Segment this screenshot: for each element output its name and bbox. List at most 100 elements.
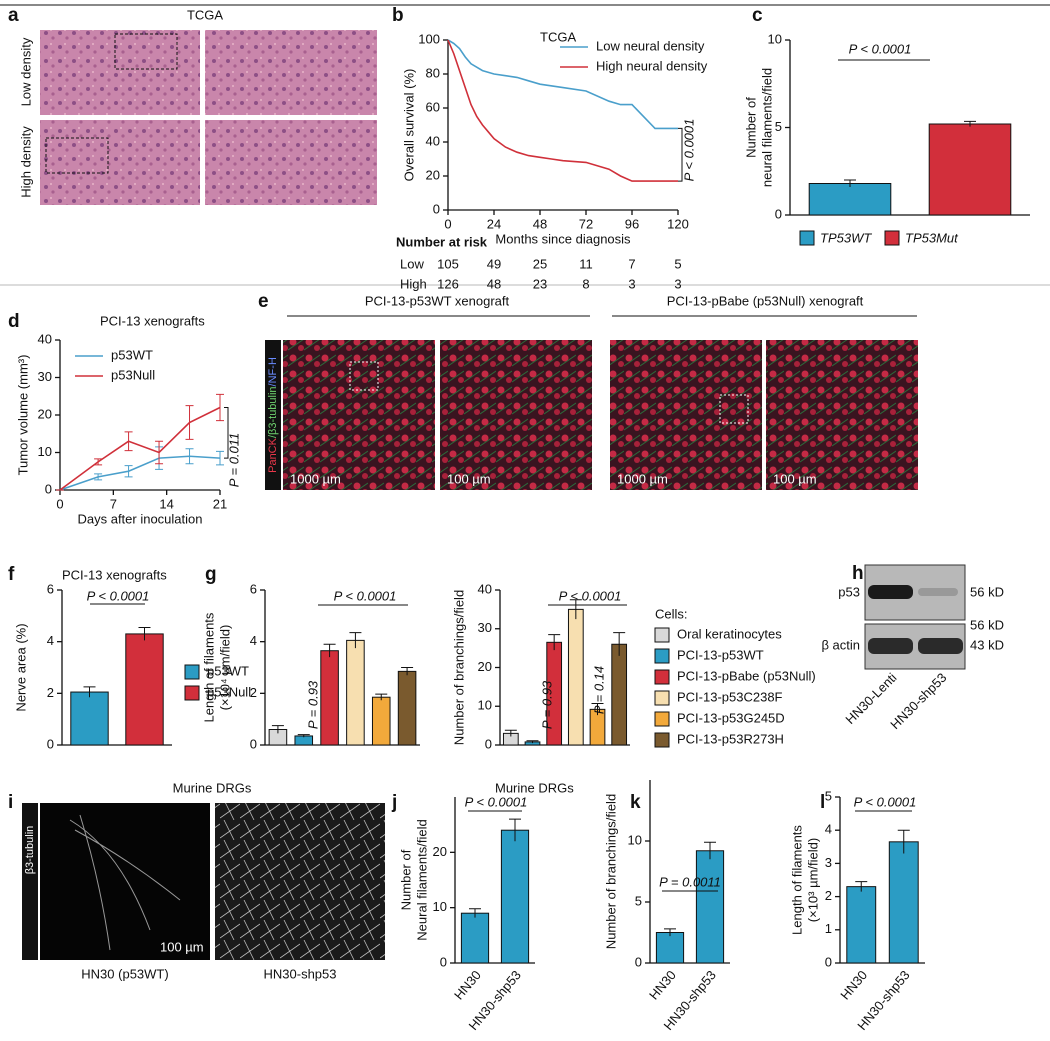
neurite — [69, 814, 181, 951]
annotation: P = 0.93 — [539, 680, 554, 729]
y-tick-label: 4 — [825, 822, 832, 837]
y-tick-label: 80 — [426, 65, 440, 80]
risk-row-label: High — [400, 276, 427, 291]
y-axis-label: Number of branchings/field — [451, 590, 466, 745]
error-bar — [664, 928, 676, 937]
risk-title: Number at risk — [396, 234, 488, 249]
series-line — [59, 455, 221, 491]
error-bar — [613, 632, 626, 656]
caption: HN30-shp53 — [264, 966, 337, 981]
zoom-box — [719, 394, 749, 424]
error-bar — [844, 179, 856, 187]
error-bar — [964, 120, 976, 127]
y-tick-label: 2 — [47, 685, 54, 700]
y-axis-label: Neural filaments/field — [414, 819, 429, 940]
bar — [294, 735, 314, 746]
annotation: P < 0.0001 — [465, 794, 528, 809]
x-axis-label: Days after inoculation — [77, 511, 202, 526]
error-bar — [185, 405, 194, 440]
risk-value: 48 — [487, 276, 501, 291]
legend-label: PCI-13-p53C238F — [677, 689, 783, 704]
zoom-box — [114, 33, 178, 70]
error-bar — [323, 643, 336, 658]
y-tick-label: 60 — [426, 99, 440, 114]
x-tick-label: 0 — [56, 496, 63, 511]
error-bar — [83, 686, 96, 698]
risk-row-label: Low — [400, 256, 424, 271]
legend-label: p53WT — [111, 347, 153, 362]
row-label: Low density — [18, 37, 33, 106]
scale-bar-label: 100 µm — [160, 939, 204, 954]
bar — [655, 932, 685, 964]
drg-image — [215, 803, 385, 960]
legend-swatch — [799, 230, 815, 246]
y-tick-label: 10 — [38, 444, 52, 459]
y-tick-label: 6 — [250, 581, 257, 596]
stain-bar — [265, 340, 281, 490]
annotation: P < 0.0001 — [559, 588, 622, 603]
annotation: P < 0.0001 — [87, 588, 150, 603]
x-tick-label: 0 — [444, 216, 451, 231]
y-axis-label: Number of — [743, 97, 758, 158]
risk-value: 8 — [582, 276, 589, 291]
y-tick-label: 10 — [433, 899, 447, 914]
y-tick-label: 20 — [38, 406, 52, 421]
y-tick-label: 4 — [47, 633, 54, 648]
error-bar — [124, 465, 133, 478]
y-tick-label: 0 — [485, 736, 492, 751]
y-axis-label: Number of — [398, 849, 413, 910]
error-bar — [94, 458, 103, 466]
error-bar — [349, 632, 362, 649]
error-bar — [526, 740, 539, 744]
legend-label: PCI-13-p53WT — [677, 647, 764, 662]
legend-label: TP53Mut — [905, 230, 959, 245]
panel-letter: l — [820, 792, 825, 813]
risk-value: 3 — [674, 276, 681, 291]
scale-bar-label: 100 µm — [773, 471, 817, 486]
error-bar — [155, 440, 164, 465]
chart-title: TCGA — [540, 29, 576, 44]
y-axis-label: Nerve area (%) — [13, 623, 28, 711]
y-axis-label: neural filaments/field — [759, 68, 774, 187]
y-tick-label: 0 — [45, 481, 52, 496]
caption: HN30 (p53WT) — [81, 966, 168, 981]
bar — [125, 633, 164, 746]
panel-title: Murine DRGs — [173, 780, 252, 795]
panel-letter: h — [852, 563, 864, 584]
x-tick-label: HN30 — [837, 967, 870, 1002]
series-line — [447, 39, 678, 182]
y-tick-label: 0 — [775, 206, 782, 221]
error-bar — [504, 729, 517, 737]
if-image — [283, 340, 435, 490]
legend-label: p53Null — [111, 367, 155, 382]
error-bar — [216, 393, 224, 422]
drg-image — [40, 803, 210, 960]
scale-bar-label: 1000 µm — [617, 471, 668, 486]
if-image — [766, 340, 918, 490]
annotation: P = 0.011 — [226, 433, 241, 488]
risk-value: 11 — [579, 256, 593, 271]
histology-image — [40, 30, 200, 115]
panel-letter: a — [8, 5, 19, 26]
error-bar — [138, 626, 151, 641]
marker-label: 43 kD — [970, 637, 1004, 652]
stain: PanCK — [267, 437, 279, 473]
error-bar — [569, 599, 582, 620]
y-tick-label: 4 — [250, 633, 257, 648]
x-tick-label: 48 — [533, 216, 547, 231]
chart-title: Murine DRGs — [495, 780, 574, 795]
stain: /NF-H — [267, 357, 279, 386]
bar — [695, 850, 725, 964]
y-tick-label: 10 — [768, 31, 782, 46]
error-bar — [704, 841, 716, 860]
y-tick-label: 40 — [478, 581, 492, 596]
panel-letter: j — [391, 792, 397, 813]
series-line — [59, 406, 221, 491]
panel-letter: f — [8, 564, 15, 585]
x-tick-label: 72 — [579, 216, 593, 231]
annotation: P = 0.93 — [305, 680, 320, 729]
error-bar — [548, 634, 561, 651]
x-tick-label: HN30 — [646, 967, 679, 1002]
y-tick-label: 5 — [635, 893, 642, 908]
